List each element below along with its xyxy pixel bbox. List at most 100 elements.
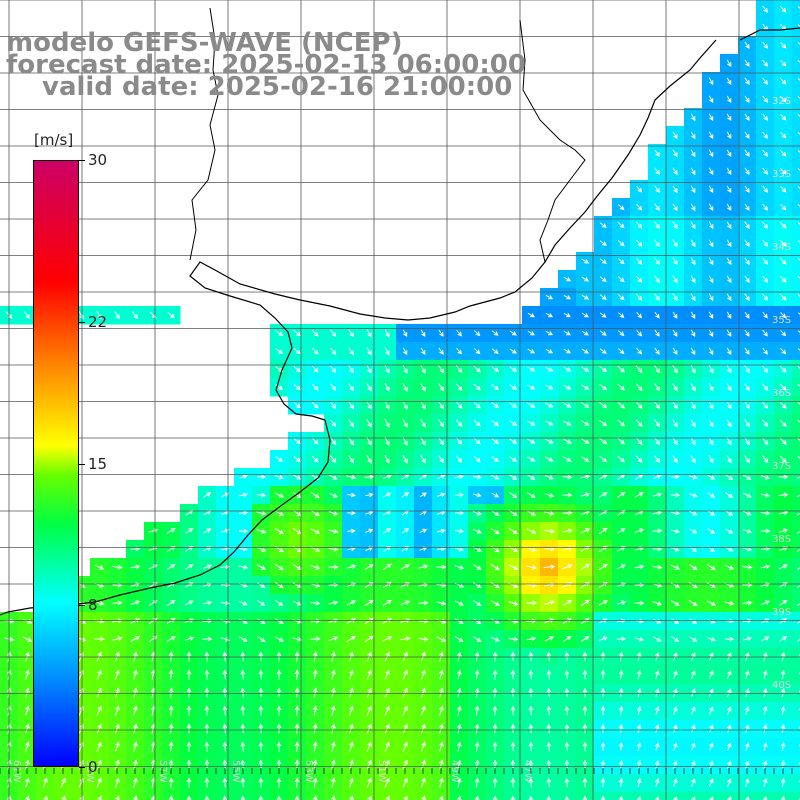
wind-arrow	[258, 795, 264, 800]
colorbar-tick-mark	[79, 321, 85, 323]
wind-arrow	[762, 41, 769, 49]
wind-arrow	[797, 401, 800, 405]
wind-arrow	[725, 474, 734, 480]
wind-arrow	[527, 456, 536, 462]
wind-arrow	[473, 365, 481, 373]
wind-arrow	[780, 760, 786, 770]
wind-arrow	[528, 687, 534, 698]
wind-arrow	[528, 759, 534, 770]
wind-arrow	[527, 402, 536, 408]
wind-arrow	[349, 777, 354, 788]
wind-arrow	[708, 77, 714, 86]
wind-arrow	[779, 257, 787, 265]
wind-speed-cell	[792, 720, 800, 739]
wind-arrow	[726, 383, 732, 392]
wind-arrow	[635, 401, 643, 410]
wind-arrow	[582, 687, 588, 698]
wind-arrow	[779, 455, 787, 463]
wind-arrow	[797, 132, 800, 138]
wind-arrow	[742, 492, 752, 498]
wind-arrow	[634, 492, 644, 498]
wind-arrow	[401, 492, 410, 498]
wind-arrow	[114, 687, 120, 698]
wind-arrow	[690, 239, 696, 248]
wind-speed-cell	[558, 792, 577, 800]
wind-arrow	[418, 564, 429, 569]
wind-arrow	[635, 419, 643, 428]
wind-arrow	[256, 474, 267, 480]
wind-arrow	[744, 59, 750, 67]
latitude-label: 34S	[772, 242, 791, 253]
wind-speed-cell	[360, 792, 379, 800]
wind-arrow	[636, 203, 643, 211]
wind-arrow	[744, 203, 750, 211]
wind-speed-cell	[396, 792, 415, 800]
wind-arrow	[690, 185, 696, 194]
wind-arrow	[762, 221, 769, 229]
wind-arrow	[653, 636, 662, 642]
wind-arrow	[563, 330, 572, 336]
wind-arrow	[472, 474, 483, 480]
wind-arrow	[184, 600, 194, 606]
wind-arrow	[724, 600, 735, 606]
wind-arrow	[708, 419, 714, 428]
wind-arrow	[635, 455, 643, 463]
wind-arrow	[797, 276, 800, 279]
wind-arrow	[726, 401, 732, 410]
wind-speed-cell	[576, 792, 595, 800]
wind-arrow	[491, 402, 500, 409]
wind-arrow	[366, 419, 372, 428]
wind-arrow	[365, 528, 374, 534]
wind-arrow	[672, 401, 678, 410]
wind-arrow	[672, 257, 678, 266]
wind-arrow	[636, 742, 642, 751]
wind-arrow	[599, 312, 607, 318]
wind-arrow	[599, 366, 608, 373]
wind-arrow	[167, 599, 176, 606]
wind-arrow	[581, 384, 590, 390]
wind-arrow	[184, 618, 195, 624]
wind-arrow	[761, 437, 769, 446]
wind-arrow	[634, 600, 645, 606]
wind-arrow	[492, 795, 498, 800]
wind-arrow	[761, 618, 770, 624]
wind-speed-cell	[342, 792, 361, 800]
wind-arrow	[130, 636, 141, 642]
wind-arrow	[347, 528, 356, 534]
wind-arrow	[293, 330, 302, 337]
wind-arrow	[779, 437, 787, 445]
wind-speed-cell	[792, 522, 800, 541]
colorbar-tick-mark	[79, 463, 85, 465]
wind-arrow	[312, 759, 318, 770]
wind-arrow	[742, 636, 752, 641]
wind-arrow	[238, 546, 249, 552]
wind-arrow	[310, 528, 321, 534]
wind-arrow	[600, 741, 606, 751]
wind-arrow	[420, 400, 426, 410]
wind-arrow	[742, 510, 752, 516]
wind-arrow	[726, 688, 732, 698]
wind-speed-cell	[792, 612, 800, 631]
wind-arrow	[490, 600, 500, 606]
wind-speed-cell	[792, 594, 800, 613]
wind-arrow	[293, 474, 302, 480]
wind-arrow	[384, 436, 390, 446]
wind-arrow	[456, 795, 462, 800]
wind-arrow	[760, 600, 771, 606]
wind-arrow	[582, 669, 588, 680]
wind-arrow	[600, 723, 606, 734]
wind-arrow	[797, 204, 800, 210]
wind-arrow	[636, 795, 642, 800]
wind-arrow	[563, 420, 572, 426]
wind-arrow	[240, 795, 246, 800]
wind-arrow	[238, 510, 249, 516]
wind-arrow	[204, 741, 210, 752]
wind-speed-cell	[792, 108, 800, 127]
wind-arrow	[349, 687, 354, 698]
wind-arrow	[258, 705, 264, 716]
wind-arrow	[797, 114, 800, 120]
wind-arrow	[509, 348, 517, 354]
wind-arrow	[724, 636, 735, 642]
wind-arrow	[760, 564, 771, 570]
wind-speed-cell	[792, 306, 800, 325]
